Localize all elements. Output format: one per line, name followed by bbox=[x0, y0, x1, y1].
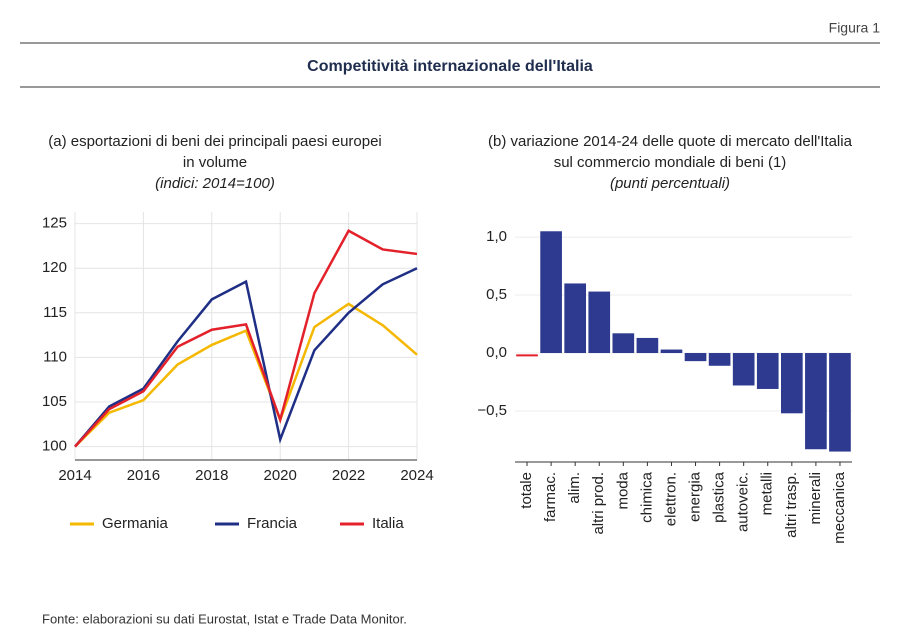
x-tick-label: altri trasp. bbox=[783, 472, 800, 538]
chart-title: sul commercio mondiale di beni (1) bbox=[554, 154, 787, 171]
x-tick-label: 2022 bbox=[332, 467, 365, 484]
source-note: Fonte: elaborazioni su dati Eurostat, Is… bbox=[42, 611, 407, 626]
y-tick-label: 100 bbox=[42, 438, 67, 455]
bar bbox=[780, 353, 803, 414]
bar bbox=[732, 353, 755, 386]
y-tick-label: 1,0 bbox=[486, 228, 507, 245]
x-tick-label: totale bbox=[518, 472, 535, 509]
x-tick-label: chimica bbox=[638, 471, 655, 523]
y-tick-label: 115 bbox=[43, 304, 67, 321]
bar bbox=[660, 349, 683, 354]
x-tick-label: plastica bbox=[711, 471, 728, 523]
x-tick-label: energia bbox=[687, 471, 704, 522]
bar bbox=[829, 353, 851, 452]
bar bbox=[756, 353, 779, 389]
y-tick-label: 125 bbox=[42, 215, 67, 232]
x-tick-label: 2020 bbox=[264, 467, 297, 484]
bar bbox=[588, 291, 611, 354]
plot-area bbox=[75, 212, 417, 460]
x-tick-label: minerali bbox=[807, 472, 824, 525]
chart-title: (b) variazione 2014-24 delle quote di me… bbox=[488, 133, 853, 150]
x-tick-label: 2024 bbox=[400, 467, 433, 484]
legend-label: Francia bbox=[247, 515, 298, 532]
x-tick-label: alim. bbox=[566, 472, 583, 504]
x-tick-label: altri prod. bbox=[590, 472, 607, 535]
x-tick-label: meccanica bbox=[831, 471, 848, 543]
legend-label: Italia bbox=[372, 515, 404, 532]
chart-subtitle: (indici: 2014=100) bbox=[155, 175, 275, 192]
bar bbox=[684, 353, 707, 362]
chart-subtitle: (punti percentuali) bbox=[610, 175, 730, 192]
x-tick-label: metalli bbox=[759, 472, 776, 515]
x-tick-label: 2014 bbox=[58, 467, 91, 484]
y-tick-label: 110 bbox=[43, 348, 67, 365]
bar bbox=[564, 283, 587, 354]
y-tick-label: 105 bbox=[42, 393, 67, 410]
y-tick-label: 0,0 bbox=[486, 344, 507, 361]
x-tick-label: autoveic. bbox=[735, 472, 752, 532]
y-tick-label: 0,5 bbox=[486, 286, 507, 303]
chart-title: in volume bbox=[183, 154, 247, 171]
x-tick-label: farmac. bbox=[542, 472, 559, 522]
legend-label: Germania bbox=[102, 515, 169, 532]
figure-title: Competitività internazionale dell'Italia bbox=[307, 58, 593, 75]
bar bbox=[612, 333, 635, 354]
data-line bbox=[74, 267, 418, 448]
y-tick-label: −0,5 bbox=[477, 402, 507, 419]
y-tick-label: 120 bbox=[42, 259, 67, 276]
x-tick-label: 2018 bbox=[195, 467, 228, 484]
bar bbox=[805, 353, 827, 450]
bar bbox=[636, 337, 659, 354]
data-line bbox=[74, 302, 418, 448]
figure-label: Figura 1 bbox=[829, 20, 881, 36]
bar bbox=[708, 353, 731, 366]
chart-title: (a) esportazioni di beni dei principali … bbox=[48, 133, 382, 150]
x-tick-label: elettron. bbox=[662, 472, 679, 526]
bar bbox=[540, 231, 562, 354]
x-tick-label: moda bbox=[614, 471, 631, 509]
x-tick-label: 2016 bbox=[127, 467, 160, 484]
data-line bbox=[74, 229, 418, 448]
